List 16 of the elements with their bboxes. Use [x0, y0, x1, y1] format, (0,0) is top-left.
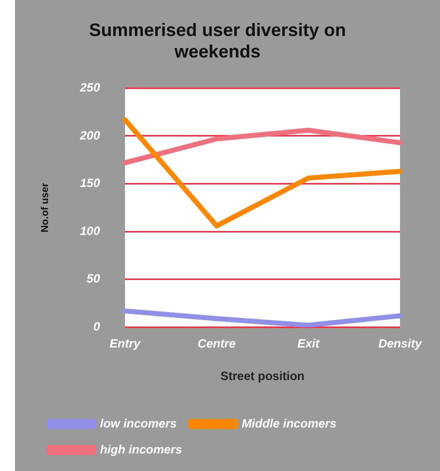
x-tick-label: Centre	[198, 336, 236, 351]
legend-label: low incomers	[100, 416, 178, 430]
y-axis-title: No.of user	[40, 182, 51, 232]
x-tick-label: Entry	[110, 336, 142, 351]
y-tick-label: 150	[80, 176, 100, 190]
x-tick-label: Density	[378, 336, 423, 351]
y-tick-label: 250	[78, 80, 100, 95]
y-tick-label: 200	[78, 128, 100, 142]
legend-label: high incomers	[100, 442, 182, 456]
chart-title: Summerised user diversity on weekends	[88, 20, 346, 62]
legend-label: Middle incomers	[242, 416, 337, 430]
x-axis-title: Street position	[220, 369, 305, 384]
y-tick-label: 100	[80, 224, 100, 238]
y-tick-label: 0	[93, 320, 100, 334]
y-tick-label: 50	[86, 272, 100, 286]
x-tick-label: Exit	[297, 336, 320, 351]
